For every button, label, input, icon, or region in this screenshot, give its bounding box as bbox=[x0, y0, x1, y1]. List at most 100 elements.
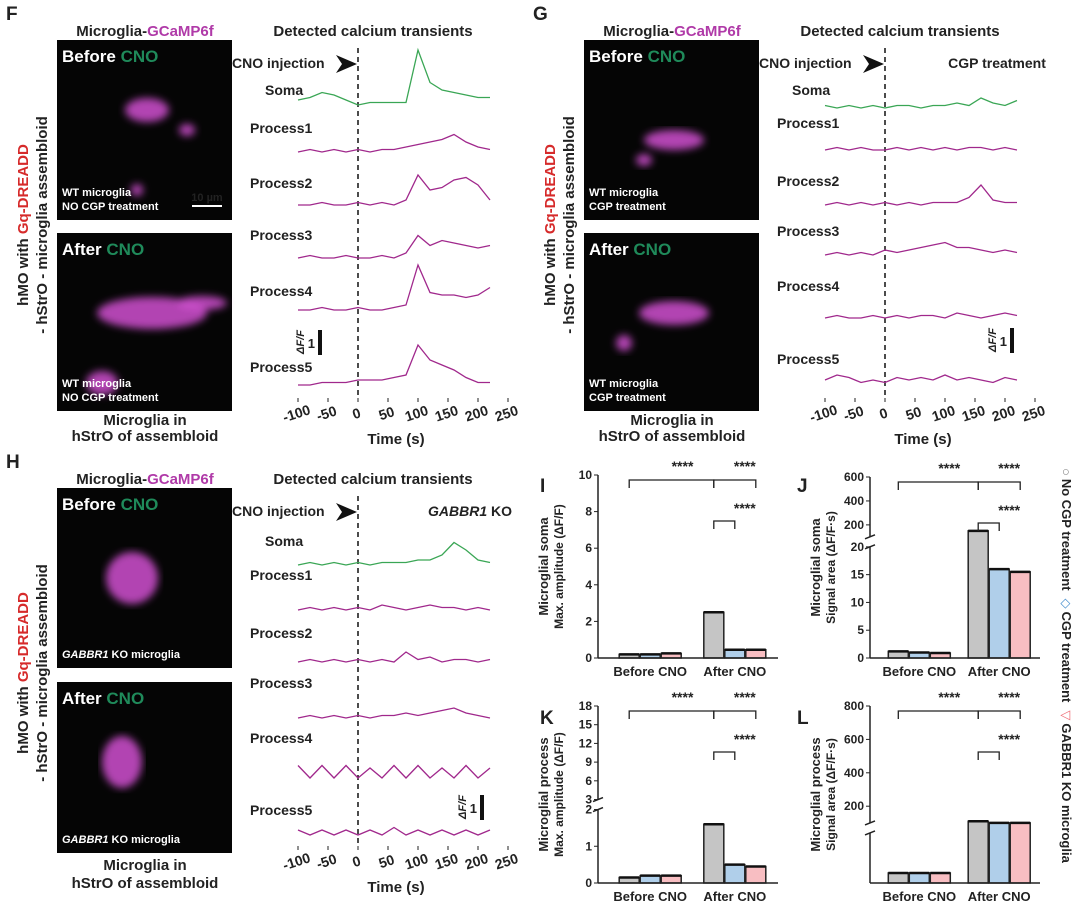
trace bbox=[824, 374, 1018, 384]
y-axis-title: Microglial process bbox=[536, 737, 551, 851]
x-tick-label: 50 bbox=[904, 403, 924, 423]
bar bbox=[908, 872, 931, 884]
significance: **** bbox=[998, 502, 1020, 518]
y-tick-label: 0 bbox=[585, 651, 592, 665]
category-label: Before CNO bbox=[613, 664, 687, 679]
axis-break bbox=[864, 534, 876, 540]
significance: **** bbox=[672, 458, 694, 474]
scale-bar-label: 10 µm bbox=[191, 192, 223, 204]
image-note-part: GABBR1 bbox=[62, 834, 108, 846]
trace bbox=[297, 133, 491, 153]
bar bbox=[988, 822, 1010, 884]
legend-marker: ◇ bbox=[1059, 599, 1074, 609]
panel-title-part: Microglia- bbox=[76, 23, 147, 40]
side-label-line: hMO with Gq-DREADD bbox=[15, 592, 32, 754]
image-state: Before CNO bbox=[62, 47, 158, 66]
significance-bracket bbox=[713, 479, 757, 488]
y-tick-label: 4 bbox=[585, 578, 592, 592]
trace-title: Detected calcium transients bbox=[273, 471, 472, 488]
side-label-line: hMO with Gq-DREADD bbox=[15, 144, 32, 306]
trace bbox=[298, 343, 490, 386]
panel: F Microglia-GCaMP6f hMO with Gq-DREADD - hS… bbox=[6, 4, 520, 448]
y-tick-label: 10 bbox=[579, 468, 593, 482]
image-state-part: CNO bbox=[106, 689, 144, 708]
injection-label: CNO injection bbox=[232, 503, 325, 519]
y-tick-label: 400 bbox=[844, 494, 864, 508]
trace bbox=[298, 173, 491, 206]
trace-label: Process1 bbox=[250, 120, 312, 136]
x-tick-label: 150 bbox=[433, 402, 460, 425]
trace-label: Process3 bbox=[250, 675, 312, 691]
side-label-line-part: Gq-DREADD bbox=[15, 592, 32, 682]
image-state-part: Before bbox=[589, 47, 648, 66]
y-tick-label: 0 bbox=[585, 876, 592, 890]
trace bbox=[824, 146, 1018, 151]
image-note-part: CGP treatment bbox=[589, 201, 666, 213]
microglia-blob bbox=[177, 296, 227, 310]
image-note: GABBR1 KO microglia bbox=[62, 834, 181, 846]
x-tick-label: 250 bbox=[493, 850, 520, 873]
significance-bracket bbox=[897, 481, 979, 490]
image-state-part: CNO bbox=[121, 495, 159, 514]
significance-bracket bbox=[977, 522, 1000, 531]
image-note: WT microglia bbox=[589, 378, 659, 390]
y-tick-label: 18 bbox=[579, 699, 593, 713]
amplitude-scale-label: ΔF/F bbox=[987, 328, 999, 353]
trace-label: Process4 bbox=[250, 283, 312, 299]
image-state-part: After bbox=[62, 240, 106, 259]
y-tick-label: 400 bbox=[844, 766, 864, 780]
trace bbox=[824, 241, 1018, 256]
image-state: After CNO bbox=[62, 689, 144, 708]
x-tick-label: 250 bbox=[493, 402, 520, 425]
bar bbox=[887, 872, 910, 884]
y-axis-title: Microglial process bbox=[808, 737, 823, 851]
image-state-part: CNO bbox=[648, 47, 686, 66]
treatment-label: GABBR1 KO bbox=[428, 503, 512, 519]
category-label: After CNO bbox=[703, 664, 766, 679]
axis-break bbox=[864, 820, 876, 826]
treatment-label: CGP treatment bbox=[948, 55, 1046, 71]
x-tick-label: -100 bbox=[281, 401, 313, 425]
image-note-part: CGP treatment bbox=[589, 392, 666, 404]
significance-bracket bbox=[713, 751, 736, 760]
image-note-part: WT microglia bbox=[62, 187, 132, 199]
side-label-line: hMO with Gq-DREADD bbox=[542, 144, 559, 306]
panel-title-part: GCaMP6f bbox=[674, 23, 742, 40]
amplitude-scale-bar bbox=[1010, 328, 1014, 353]
x-tick-label: -100 bbox=[281, 849, 313, 873]
significance-bracket bbox=[977, 481, 1021, 490]
image-state-part: After bbox=[62, 689, 106, 708]
side-label-line-part: hMO with bbox=[542, 234, 559, 306]
panel-title-part: Microglia- bbox=[603, 23, 674, 40]
y-tick-label: 8 bbox=[585, 505, 592, 519]
trace-label: Process4 bbox=[250, 730, 312, 746]
image-note-part: GABBR1 bbox=[62, 649, 108, 661]
trace-label: Process4 bbox=[777, 278, 839, 294]
side-label: hMO with Gq-DREADD - hStrO - microglia as… bbox=[15, 564, 51, 782]
x-tick-label: -50 bbox=[841, 402, 865, 424]
legend-name: No CGP treatment bbox=[1059, 479, 1074, 591]
image-state-part: CNO bbox=[633, 240, 671, 259]
significance: **** bbox=[998, 731, 1020, 747]
x-tick-label: -100 bbox=[808, 401, 840, 425]
image-note-part: NO CGP treatment bbox=[62, 201, 159, 213]
microglia-signal bbox=[102, 736, 142, 788]
trace bbox=[297, 604, 491, 611]
significance-bracket bbox=[713, 710, 757, 719]
caption: Microglia in bbox=[103, 412, 186, 429]
trace bbox=[824, 97, 1018, 109]
side-label-line-part: hMO with bbox=[15, 234, 32, 306]
category-label: Before CNO bbox=[613, 889, 687, 904]
y-axis-label: Max. amplitude (ΔF/F) bbox=[552, 732, 566, 857]
microglia-blob bbox=[636, 154, 652, 166]
x-tick-label: 0 bbox=[350, 404, 363, 422]
microscopy-image bbox=[57, 40, 232, 220]
significance: **** bbox=[734, 458, 756, 474]
image-state-part: Before bbox=[62, 47, 121, 66]
panel-title-part: Microglia- bbox=[76, 471, 147, 488]
microglia-blob bbox=[644, 130, 704, 150]
y-tick-label: 10 bbox=[851, 595, 865, 609]
image-note-part: WT microglia bbox=[589, 378, 659, 390]
significance: **** bbox=[672, 689, 694, 705]
